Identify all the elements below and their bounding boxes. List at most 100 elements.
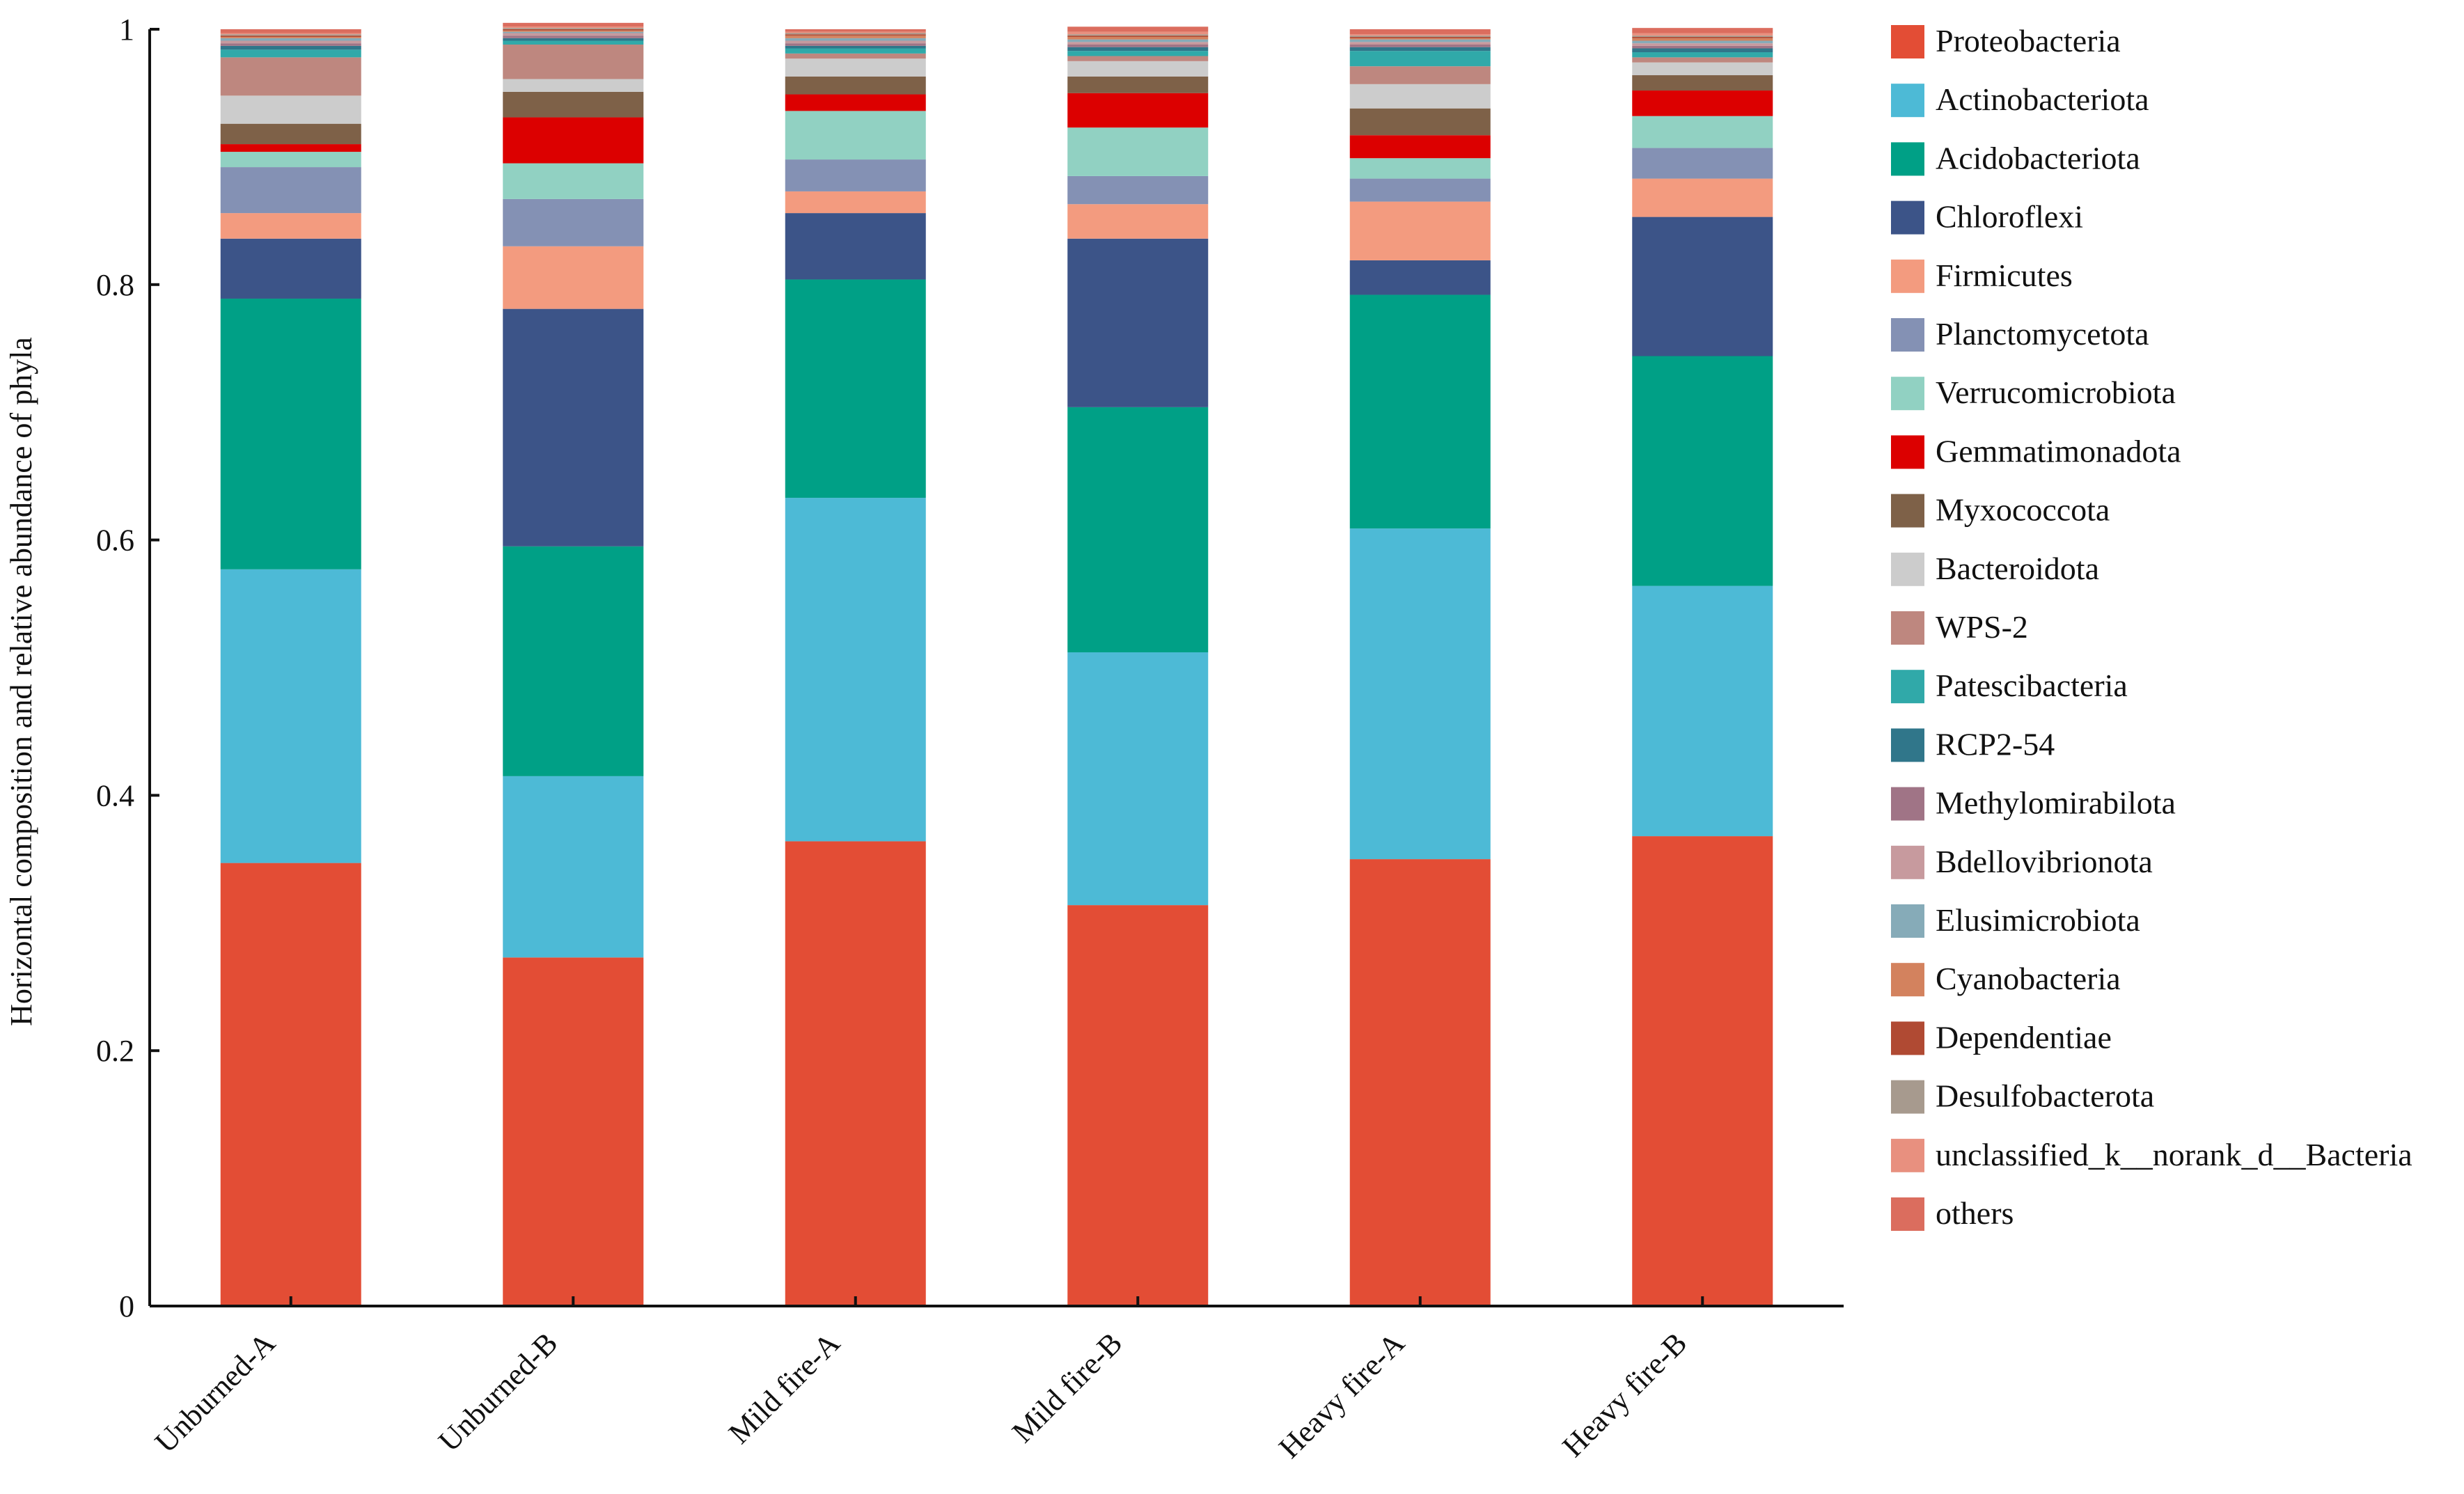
bar-segment-gemmatimonadota (1349, 135, 1491, 159)
bar-segment-firmicutes (1067, 204, 1209, 239)
bar-segment-elusimicrobiota (1349, 39, 1491, 42)
bar-segment-gemmatimonadota (503, 117, 644, 164)
legend-swatch (1891, 904, 1924, 938)
bar-segment-myxococcota (220, 123, 361, 145)
bar-segment-wps-2 (1632, 57, 1773, 63)
legend-swatch (1891, 787, 1924, 821)
legend-label: Planctomycetota (1936, 316, 2149, 352)
legend-swatch (1891, 1138, 1924, 1172)
legend-item-proteobacteria: Proteobacteria (1891, 23, 2121, 58)
bar-segment-others (785, 29, 926, 32)
bar-segment-myxococcota (1349, 108, 1491, 136)
legend-item-rcp2-54: RCP2-54 (1891, 726, 2055, 762)
legend-item-wps-2: WPS-2 (1891, 609, 2028, 645)
bar-segment-planctomycetota (503, 198, 644, 246)
bar-segment-rcp2-54 (1349, 47, 1491, 52)
y-tick-label: 0.4 (96, 778, 134, 812)
bar-segment-desulfobacterota (1349, 36, 1491, 38)
legend-item-verrucomicrobiota: Verrucomicrobiota (1891, 375, 2176, 411)
legend-item-elusimicrobiota: Elusimicrobiota (1891, 902, 2140, 938)
bar-segment-acidobacteriota (785, 279, 926, 498)
bar-segment-cyanobacteria (1067, 37, 1209, 40)
bar-segment-bacteroidota (503, 79, 644, 92)
bar-segment-methylomirabilota (785, 43, 926, 46)
bar-segment-bacteroidota (1067, 61, 1209, 77)
legend-label: WPS-2 (1936, 609, 2028, 645)
bar-segment-chloroflexi (220, 238, 361, 299)
legend-swatch (1891, 670, 1924, 704)
y-ticks: 0 0.2 0.4 0.6 0.8 1 (96, 13, 159, 1323)
bar-segment-bacteroidota (220, 95, 361, 124)
bar-segment-methylomirabilota (1632, 45, 1773, 49)
bar-segment-cyanobacteria (1632, 38, 1773, 41)
legend-item-unclassified-k-norank-d-bacteria: unclassified_k__norank_d__Bacteria (1891, 1137, 2412, 1172)
bar-segment-acidobacteriota (503, 546, 644, 776)
legend-item-bacteroidota: Bacteroidota (1891, 551, 2099, 586)
legend-swatch (1891, 200, 1924, 235)
y-tick-label: 0.6 (96, 524, 134, 558)
bar-segment-unclassified-k-norank-d-bacteria (1349, 34, 1491, 36)
bar-segment-bdellovibrionota (1067, 42, 1209, 45)
legend-swatch (1891, 25, 1924, 58)
bar-segment-desulfobacterota (220, 34, 361, 36)
bar-column-mild-fire-a (785, 29, 926, 1306)
legend-swatch (1891, 1080, 1924, 1114)
bar-segment-planctomycetota (1349, 178, 1491, 202)
legend-swatch (1891, 377, 1924, 411)
bar-segment-desulfobacterota (503, 28, 644, 29)
bar-segment-gemmatimonadota (785, 94, 926, 111)
plot-axes (148, 29, 1844, 1307)
bar-segment-cyanobacteria (503, 30, 644, 32)
bar-segment-methylomirabilota (220, 43, 361, 46)
legend-label: Acidobacteriota (1936, 140, 2140, 175)
bar-segment-verrucomicrobiota (503, 163, 644, 199)
legend-swatch (1891, 435, 1924, 469)
bar-segment-actinobacteriota (1067, 652, 1209, 906)
bar-segment-firmicutes (503, 246, 644, 309)
bar-segment-desulfobacterota (785, 33, 926, 35)
legend-label: Patescibacteria (1936, 668, 2128, 703)
y-tick-label: 0.8 (96, 268, 134, 302)
bar-segment-unclassified-k-norank-d-bacteria (785, 31, 926, 33)
bar-segment-proteobacteria (785, 841, 926, 1306)
legend-label: Desulfobacterota (1936, 1078, 2154, 1114)
bar-segment-planctomycetota (1632, 148, 1773, 179)
legend-label: Actinobacteriota (1936, 81, 2149, 117)
bar-segment-methylomirabilota (503, 36, 644, 38)
bar-segment-cyanobacteria (785, 36, 926, 38)
legend-swatch (1891, 845, 1924, 879)
bar-segment-gemmatimonadota (1632, 91, 1773, 116)
bar-segment-desulfobacterota (1067, 34, 1209, 36)
legend-label: Verrucomicrobiota (1936, 375, 2176, 410)
bar-segment-bdellovibrionota (1349, 42, 1491, 45)
legend-label: Cyanobacteria (1936, 961, 2121, 996)
legend-swatch (1891, 611, 1924, 645)
legend-swatch (1891, 259, 1924, 293)
x-tick-label: Unburned-A (148, 1326, 282, 1459)
bar-segment-others (1349, 29, 1491, 35)
legend-swatch (1891, 142, 1924, 176)
bar-segment-unclassified-k-norank-d-bacteria (1632, 33, 1773, 36)
bar-segment-others (503, 22, 644, 27)
bar-segment-rcp2-54 (220, 45, 361, 50)
bar-segment-dependentiae (1349, 37, 1491, 38)
legend-swatch (1891, 963, 1924, 997)
bar-segment-bacteroidota (1349, 84, 1491, 109)
legend-item-others: others (1891, 1195, 2014, 1231)
bar-segment-wps-2 (1067, 56, 1209, 61)
bar-segment-proteobacteria (220, 863, 361, 1306)
legend-label: RCP2-54 (1936, 726, 2055, 762)
bar-segment-patescibacteria (220, 49, 361, 58)
x-tick-label: Heavy fire-B (1555, 1326, 1693, 1463)
plot-bars (220, 22, 1773, 1306)
bar-segment-acidobacteriota (1632, 356, 1773, 586)
bar-segment-patescibacteria (785, 48, 926, 54)
bar-segment-verrucomicrobiota (220, 152, 361, 168)
legend-label: Gemmatimonadota (1936, 433, 2181, 469)
bar-segment-cyanobacteria (220, 37, 361, 38)
legend-swatch (1891, 494, 1924, 528)
bar-segment-dependentiae (785, 34, 926, 36)
legend-label: Bdellovibrionota (1936, 844, 2153, 879)
bar-segment-planctomycetota (1067, 175, 1209, 205)
bar-segment-patescibacteria (1067, 51, 1209, 56)
